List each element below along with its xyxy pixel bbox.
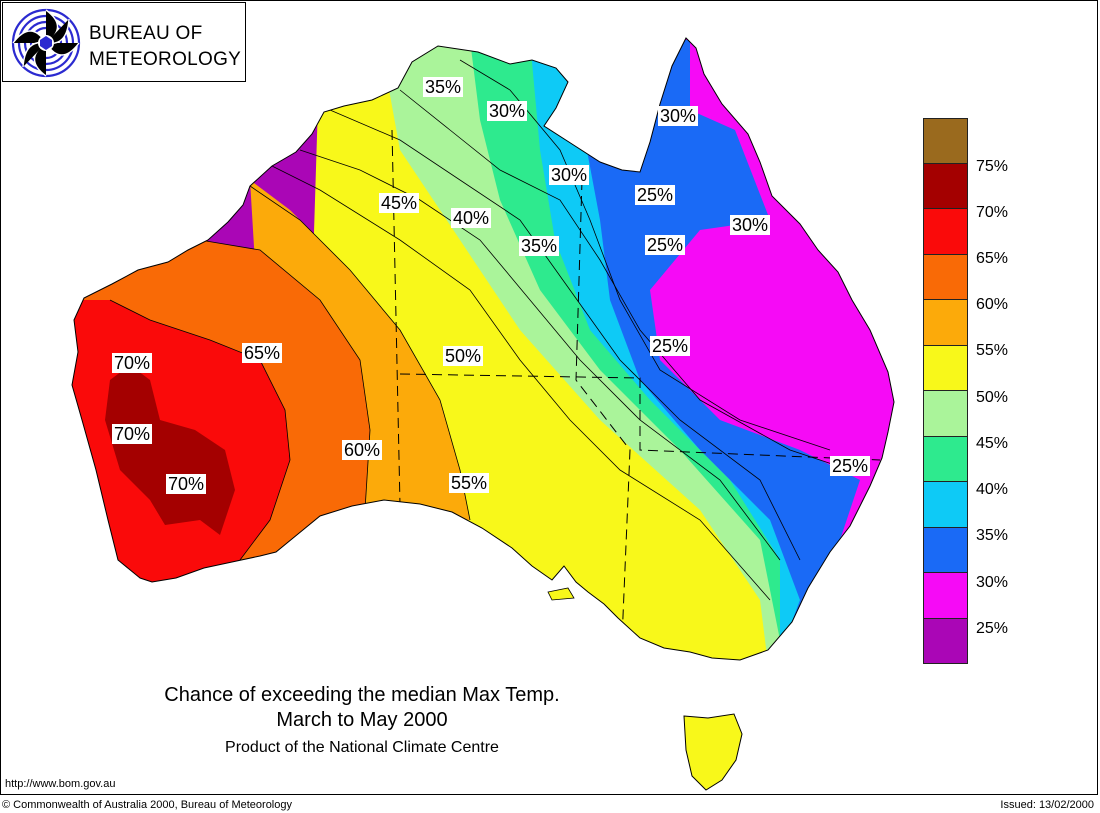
legend-swatch [923, 118, 968, 164]
legend-label: 45% [976, 435, 1009, 452]
legend-swatch [923, 527, 968, 573]
legend-swatch [923, 391, 968, 437]
kangaroo-island [547, 587, 575, 601]
legend-swatch [923, 163, 968, 209]
legend-label: 40% [976, 481, 1009, 498]
legend-label: 60% [976, 296, 1009, 313]
copyright-notice: © Commonwealth of Australia 2000, Bureau… [2, 799, 292, 811]
tasmania [683, 713, 743, 791]
legend-label: 75% [976, 158, 1009, 175]
legend-label: 30% [976, 574, 1009, 591]
map-label: 45% [379, 193, 420, 213]
website-url: http://www.bom.gov.au [5, 778, 116, 790]
legend-swatch [923, 573, 968, 619]
map-title: Chance of exceeding the median Max Temp. [164, 684, 560, 706]
map-frame [0, 0, 1098, 795]
map-label: 25% [635, 185, 676, 205]
map-label: 25% [830, 456, 871, 476]
logo-line-1: BUREAU OF [89, 23, 203, 44]
legend-label: 25% [976, 620, 1009, 637]
map-label: 55% [449, 473, 490, 493]
map-label: 25% [650, 336, 691, 356]
legend-swatch [923, 345, 968, 391]
map-label: 25% [645, 235, 686, 255]
issued-date: Issued: 13/02/2000 [1000, 799, 1094, 811]
legend-swatch [923, 482, 968, 528]
logo-line-2: METEOROLOGY [89, 49, 242, 70]
map-label: 30% [549, 165, 590, 185]
map-label: 35% [519, 236, 560, 256]
legend-swatch [923, 209, 968, 255]
map-label: 70% [112, 353, 153, 373]
map-credit: Product of the National Climate Centre [225, 739, 499, 756]
legend-label: 35% [976, 527, 1009, 544]
map-label: 35% [423, 77, 464, 97]
map-label: 30% [658, 106, 699, 126]
legend-swatch [923, 436, 968, 482]
map-label: 65% [242, 343, 283, 363]
map-label: 50% [443, 346, 484, 366]
legend-swatch [923, 618, 968, 664]
legend-swatch [923, 300, 968, 346]
legend-swatch [923, 254, 968, 300]
map-label: 30% [487, 101, 528, 121]
bom-logo-box: BUREAU OF METEOROLOGY [2, 2, 246, 82]
map-label: 60% [342, 440, 383, 460]
map-label: 70% [112, 424, 153, 444]
color-legend [923, 118, 968, 664]
map-label: 40% [451, 208, 492, 228]
legend-label: 55% [976, 342, 1009, 359]
legend-label: 70% [976, 204, 1009, 221]
bom-swirl-logo-icon [11, 8, 81, 78]
legend-label: 50% [976, 389, 1009, 406]
map-period: March to May 2000 [276, 709, 448, 731]
legend-label: 65% [976, 250, 1009, 267]
map-label: 30% [730, 215, 771, 235]
map-label: 70% [166, 474, 207, 494]
